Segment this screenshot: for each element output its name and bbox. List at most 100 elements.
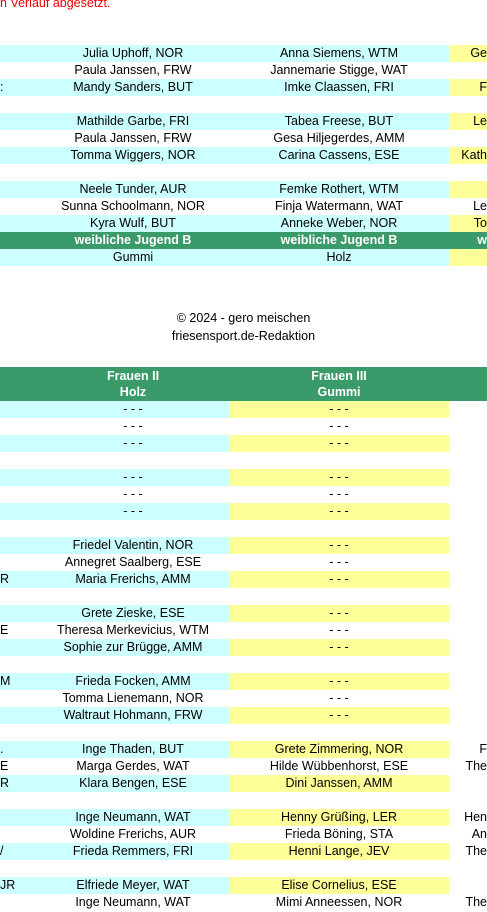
table-cell: E — [0, 759, 9, 773]
table-cell — [449, 690, 487, 707]
table-cell: - - - — [229, 503, 449, 520]
table-cell — [229, 588, 449, 605]
table-cell — [449, 469, 487, 486]
table-row: Kyra Wulf, BUT Anneke Weber, NOR To — [0, 215, 487, 232]
table-cell: Henny Grüßing, LER — [229, 809, 449, 826]
table-cell: To — [449, 215, 487, 232]
table-cell: The — [465, 759, 487, 773]
table-cell — [449, 877, 487, 894]
table-cell: R — [0, 571, 37, 588]
table-cell — [0, 826, 37, 843]
table-cell — [37, 860, 229, 877]
table-cell: Neele Tunder, AUR — [37, 181, 229, 198]
table-cell: Le — [449, 113, 487, 130]
table-cell: Paula Janssen, FRW — [74, 63, 192, 77]
table-cell — [0, 503, 37, 520]
table-cell — [0, 554, 37, 571]
table-cell: Marga Gerdes, WAT — [76, 759, 190, 773]
table-cell: Hen — [464, 810, 487, 824]
table-cell: E — [0, 623, 9, 637]
table-cell — [449, 520, 487, 537]
table-cell: Mathilde Garbe, FRI — [37, 113, 229, 130]
table-cell: - - - — [37, 503, 229, 520]
table-row: Tomma Lienemann, NOR - - - — [0, 690, 487, 707]
editor: friesensport.de-Redaktion — [171, 329, 316, 343]
table-cell: - - - — [229, 571, 449, 588]
table-cell: - - - — [229, 435, 449, 452]
table-cell — [0, 690, 37, 707]
table-cell — [449, 639, 487, 656]
table-cell — [449, 588, 487, 605]
table-cell — [0, 894, 37, 911]
table-cell — [0, 435, 37, 452]
table-row — [0, 164, 487, 181]
table-row: Inge Neumann, WAT Henny Grüßing, LER Hen — [0, 809, 487, 826]
table-cell — [449, 724, 487, 741]
table-cell — [0, 401, 37, 418]
table-cell: Theresa Merkevicius, WTM — [56, 623, 210, 637]
table-cell — [0, 164, 37, 181]
table-cell — [229, 164, 449, 181]
header-cell: Frauen II — [106, 369, 160, 383]
table-cell: Sunna Schoolmann, NOR — [61, 199, 205, 213]
table-cell: Inge Neumann, WAT — [75, 895, 191, 909]
table-cell — [0, 860, 37, 877]
table-cell — [229, 792, 449, 809]
table-cell: Grete Zimmering, NOR — [229, 741, 449, 758]
table-cell — [0, 452, 37, 469]
table-cell — [37, 96, 229, 113]
table-cell — [0, 707, 37, 724]
table-cell: Friedel Valentin, NOR — [37, 537, 229, 554]
table-cell — [449, 435, 487, 452]
table-cell: R — [0, 775, 37, 792]
table-cell: Kath — [449, 147, 487, 164]
table-cell: F — [449, 79, 487, 96]
header-cell: Frauen III — [311, 369, 367, 383]
table-cell — [0, 113, 37, 130]
table-row — [0, 860, 487, 877]
table-cell — [0, 232, 37, 249]
table-cell — [0, 656, 37, 673]
table-cell: M — [0, 673, 37, 690]
table-cell — [0, 486, 37, 503]
table-cell: Ge — [449, 45, 487, 62]
table-cell — [0, 588, 37, 605]
table-cell — [449, 503, 487, 520]
table-cell: Paula Janssen, FRW — [74, 131, 192, 145]
table-cell: Maria Frerichs, AMM — [37, 571, 229, 588]
table-row — [0, 520, 487, 537]
table-cell — [0, 469, 37, 486]
table-row: Gummi Holz — [0, 249, 487, 266]
table-cell: Mimi Anneessen, NOR — [275, 895, 403, 909]
table-cell: Imke Claassen, FRI — [229, 79, 449, 96]
table-cell: Holz — [229, 249, 449, 266]
table-cell — [0, 418, 37, 435]
table-cell — [0, 130, 37, 147]
table-cell: JR — [0, 877, 37, 894]
table-2-header: Frauen II Holz Frauen III Gummi — [0, 367, 487, 401]
table-cell — [449, 130, 487, 147]
table-cell: Anna Siemens, WTM — [229, 45, 449, 62]
table-row — [0, 724, 487, 741]
table-cell — [0, 639, 37, 656]
table-cell: - - - — [229, 673, 449, 690]
table-cell: The — [465, 844, 487, 858]
table-cell — [229, 860, 449, 877]
table-cell — [449, 418, 487, 435]
table-row: E Marga Gerdes, WAT Hilde Wübbenhorst, ESE… — [0, 758, 487, 775]
table-cell — [229, 656, 449, 673]
table-cell — [449, 452, 487, 469]
table-cell — [0, 181, 37, 198]
table-row: - - -- - - — [0, 401, 487, 418]
table-cell — [229, 724, 449, 741]
table-row: - - -- - - — [0, 418, 487, 435]
table-cell: Frieda Remmers, FRI — [37, 843, 229, 860]
table-cell: Tomma Wiggers, NOR — [37, 147, 229, 164]
table-cell — [229, 96, 449, 113]
header-cell: Holz — [119, 385, 147, 399]
table-cell: / — [0, 843, 37, 860]
table-cell — [449, 605, 487, 622]
table-cell: - - - — [229, 707, 449, 724]
table-cell: Elise Cornelius, ESE — [229, 877, 449, 894]
